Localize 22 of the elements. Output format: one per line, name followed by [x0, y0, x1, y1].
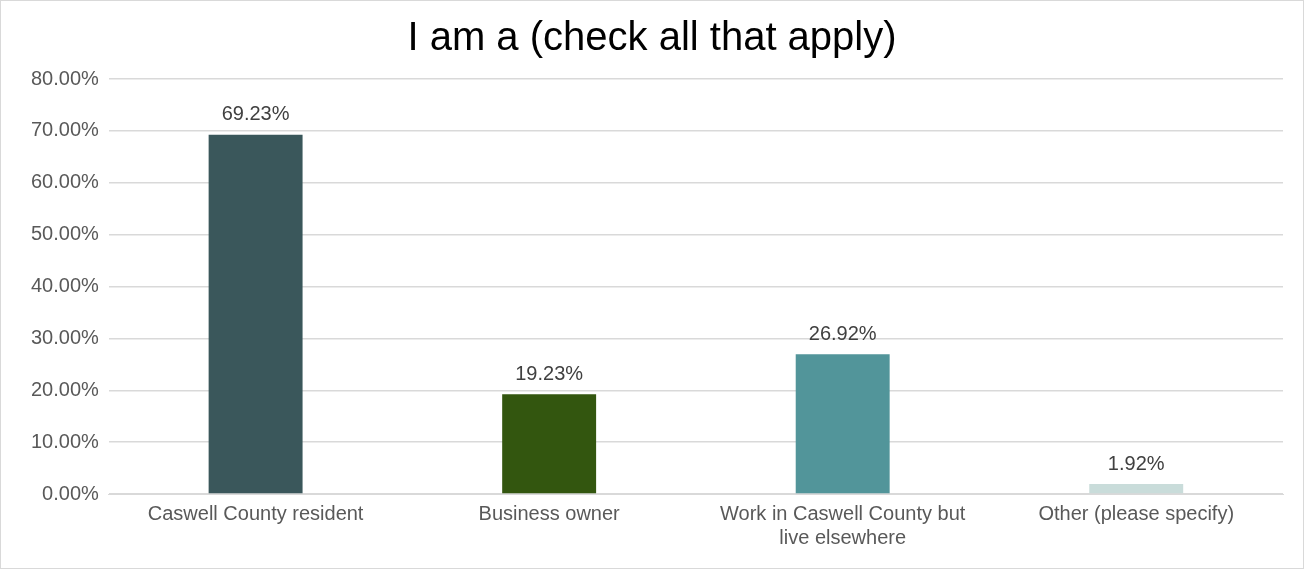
bar — [208, 134, 303, 494]
y-tick-label: 70.00% — [30, 118, 100, 141]
y-tick-label: 0.00% — [42, 481, 100, 504]
y-tick-label: 50.00% — [30, 222, 100, 245]
x-tick-label: Caswell County resident — [147, 501, 364, 524]
bar — [795, 354, 890, 494]
data-label: 69.23% — [221, 102, 290, 125]
data-label: 19.23% — [515, 361, 584, 384]
y-tick-label: 40.00% — [30, 274, 100, 297]
y-tick-label: 80.00% — [30, 66, 100, 89]
x-tick-label: Work in Caswell County but live elsewhere — [720, 501, 966, 548]
bar — [1089, 484, 1184, 494]
data-label: 1.92% — [1107, 451, 1165, 474]
x-tick-label: Business owner — [478, 501, 621, 524]
chart-title: I am a (check all that apply) — [407, 14, 897, 59]
y-tick-label: 20.00% — [30, 377, 100, 400]
x-tick-label: Other (please specify) — [1038, 501, 1235, 524]
y-tick-label: 10.00% — [30, 429, 100, 452]
data-label: 26.92% — [808, 321, 877, 344]
y-tick-label: 60.00% — [30, 170, 100, 193]
bar — [502, 394, 597, 494]
y-tick-label: 30.00% — [30, 325, 100, 348]
